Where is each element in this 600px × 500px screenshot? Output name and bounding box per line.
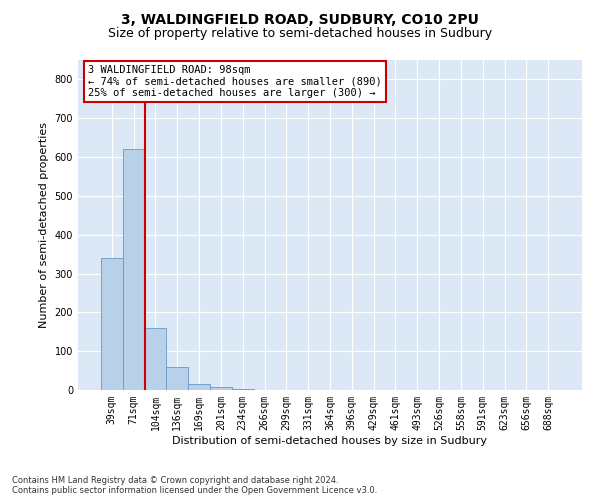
Bar (188, 384, 210, 390)
Bar (101, 258, 123, 390)
Bar (210, 387, 232, 390)
Bar (145, 328, 166, 390)
Text: 3 WALDINGFIELD ROAD: 98sqm
← 74% of semi-detached houses are smaller (890)
25% o: 3 WALDINGFIELD ROAD: 98sqm ← 74% of semi… (88, 65, 382, 98)
Bar (123, 148, 145, 390)
Text: Contains HM Land Registry data © Crown copyright and database right 2024.
Contai: Contains HM Land Registry data © Crown c… (12, 476, 377, 495)
Y-axis label: Number of semi-detached properties: Number of semi-detached properties (39, 122, 49, 328)
Text: Size of property relative to semi-detached houses in Sudbury: Size of property relative to semi-detach… (108, 28, 492, 40)
Bar (166, 366, 188, 390)
Bar (232, 389, 254, 390)
Text: 3, WALDINGFIELD ROAD, SUDBURY, CO10 2PU: 3, WALDINGFIELD ROAD, SUDBURY, CO10 2PU (121, 12, 479, 26)
X-axis label: Distribution of semi-detached houses by size in Sudbury: Distribution of semi-detached houses by … (173, 436, 487, 446)
